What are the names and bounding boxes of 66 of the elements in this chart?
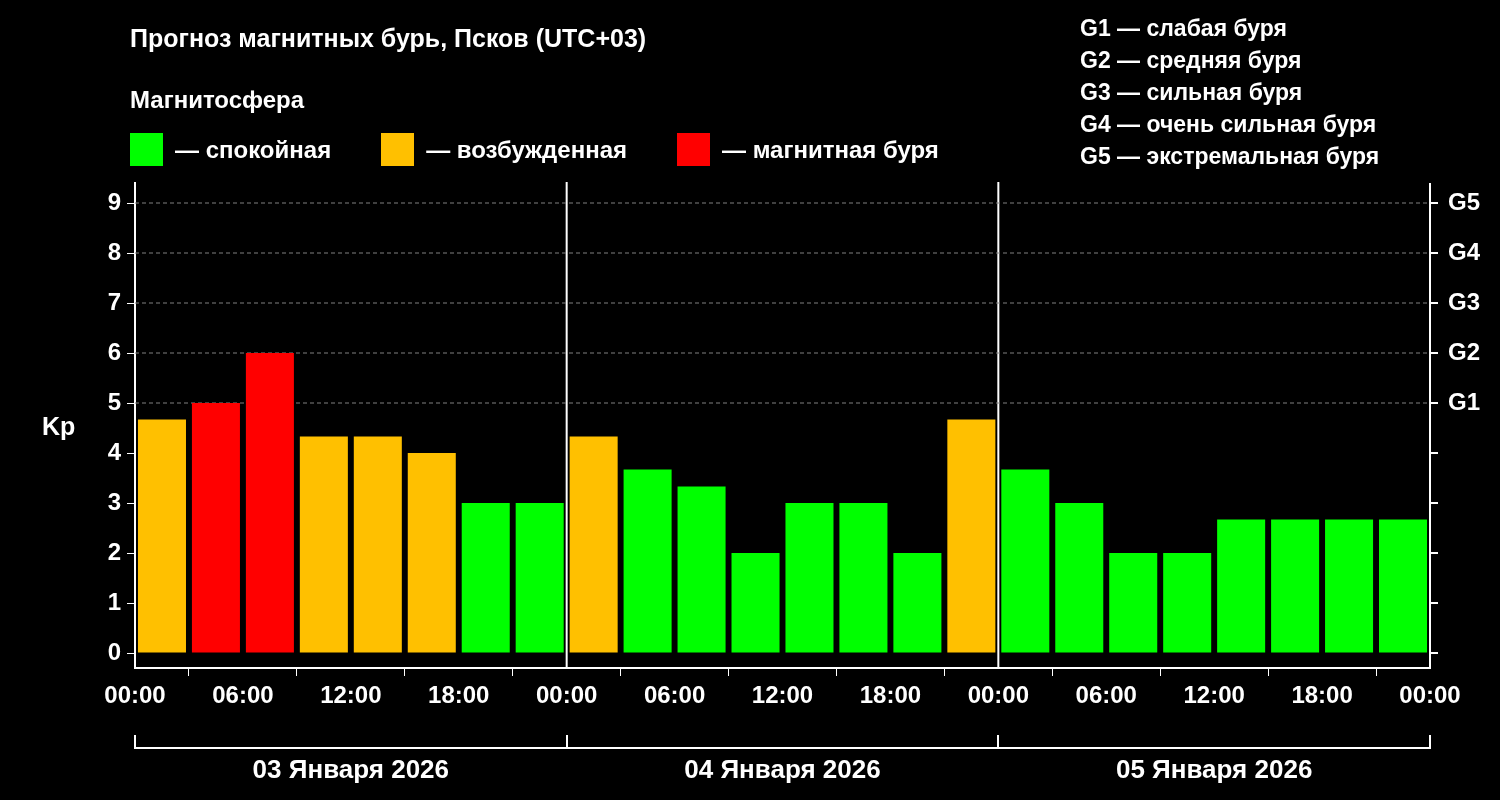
text: 03 Января 2026 — [252, 754, 450, 785]
y-tick-label: 2 — [107, 537, 121, 565]
bar — [569, 436, 618, 653]
legend-title: Магнитосфера — [130, 86, 305, 114]
bar — [137, 419, 186, 653]
bar — [1109, 553, 1158, 653]
y-tick-label: 6 — [107, 337, 121, 365]
text: G5 — экстремальная буря — [1080, 142, 1380, 171]
x-tick-label: 00:00 — [535, 681, 598, 709]
bar — [407, 453, 456, 653]
bar — [1001, 469, 1050, 653]
legend-label: — возбужденная — [426, 135, 628, 164]
bar — [947, 419, 996, 653]
bar — [353, 436, 402, 653]
text: 04 Января 2026 — [684, 754, 881, 785]
x-tick-label: 00:00 — [1399, 681, 1461, 709]
text: G4 — очень сильная буря — [1080, 110, 1378, 139]
bar — [623, 469, 672, 653]
x-tick-label: 18:00 — [1291, 681, 1353, 709]
bar — [1217, 519, 1266, 653]
legend-label: — магнитная буря — [722, 135, 939, 164]
ref-line-label: G2 — [1448, 337, 1481, 365]
x-tick-label: 18:00 — [859, 681, 922, 709]
bar — [1379, 519, 1428, 653]
bar — [245, 353, 294, 653]
x-tick-label: 06:00 — [212, 681, 274, 709]
ref-line-label: G5 — [1448, 187, 1481, 215]
text: 05 Января 2026 — [1115, 754, 1313, 785]
x-tick-label: 06:00 — [1075, 681, 1137, 709]
bar — [461, 503, 510, 653]
x-tick-label: 18:00 — [428, 681, 490, 709]
text: G1 — слабая буря — [1080, 14, 1289, 43]
bar — [515, 503, 564, 653]
ref-line-label: G3 — [1448, 287, 1481, 315]
bar — [299, 436, 348, 653]
ref-line-label: G4 — [1448, 237, 1481, 265]
bar — [1163, 553, 1212, 653]
text: G2 — средняя буря — [1080, 46, 1303, 75]
bar — [893, 553, 942, 653]
text: G3 — сильная буря — [1080, 78, 1304, 107]
bar — [731, 553, 780, 653]
y-tick-label: 9 — [107, 187, 121, 215]
bar — [785, 503, 834, 653]
legend-label: — спокойная — [175, 135, 332, 164]
y-tick-label: 5 — [107, 387, 121, 415]
y-tick-label: 0 — [107, 637, 121, 665]
ref-line-label: G1 — [1448, 387, 1481, 415]
bar — [839, 503, 888, 653]
bar — [191, 403, 240, 653]
x-tick-label: 12:00 — [751, 681, 814, 709]
x-tick-label: 06:00 — [643, 681, 706, 709]
bar — [1271, 519, 1320, 653]
x-tick-label: 00:00 — [104, 681, 166, 709]
y-tick-label: 1 — [107, 587, 121, 615]
y-tick-label: 3 — [107, 487, 121, 515]
bar — [677, 486, 726, 653]
bar — [1055, 503, 1104, 653]
x-tick-label: 12:00 — [1183, 681, 1245, 709]
bar — [1325, 519, 1374, 653]
y-tick-label: 7 — [107, 287, 121, 315]
chart-title: Прогноз магнитных бурь, Псков (UTC+03) — [130, 24, 647, 53]
y-tick-label: 4 — [107, 437, 122, 465]
x-tick-label: 12:00 — [320, 681, 382, 709]
x-tick-label: 00:00 — [967, 681, 1030, 709]
y-tick-label: 8 — [107, 237, 121, 265]
y-axis-title: Kp — [42, 412, 76, 441]
